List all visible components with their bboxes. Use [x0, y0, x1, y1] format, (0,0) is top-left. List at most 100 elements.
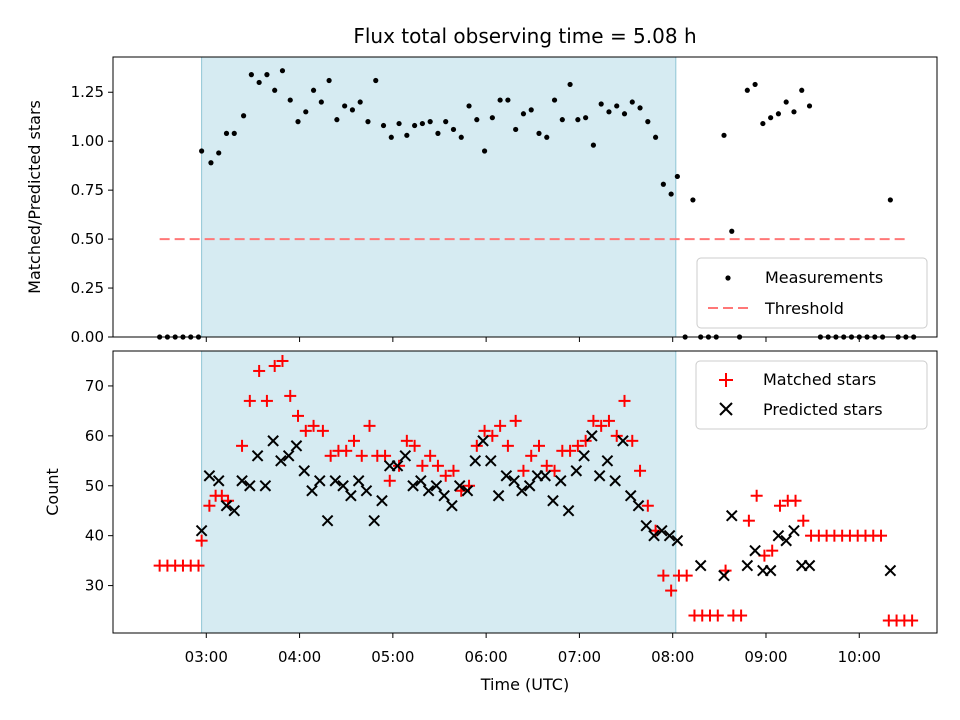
matched-star-point — [501, 439, 514, 452]
predicted-star-point — [337, 479, 349, 492]
measurement-point — [791, 109, 797, 115]
measurement-point — [272, 87, 278, 93]
measurement-point — [208, 160, 214, 166]
measurement-point — [752, 81, 758, 88]
matched-star-point — [195, 534, 208, 547]
measurement-point — [365, 119, 371, 125]
matched-star-point — [665, 584, 678, 597]
matched-star-point — [324, 449, 337, 462]
predicted-star-point — [632, 499, 645, 512]
matched-star-point — [610, 429, 623, 442]
measurement-point — [744, 87, 750, 93]
measurement-point — [310, 87, 317, 93]
measurement-point — [806, 103, 813, 109]
measurement-point — [590, 142, 597, 148]
measurement-point — [318, 99, 324, 105]
matched-star-point — [758, 549, 771, 562]
matched-star-point — [379, 449, 392, 462]
predicted-star-point — [718, 569, 730, 582]
legend-label-predicted: Predicted stars — [763, 400, 883, 419]
observing-span-bottom — [201, 350, 677, 634]
matched-star-point — [347, 434, 360, 447]
matched-star-point — [789, 494, 802, 507]
x-axis-title: Time (UTC) — [480, 675, 569, 694]
matched-star-point — [284, 389, 297, 402]
matched-star-point — [292, 409, 305, 422]
legend-marker-predicted — [719, 402, 733, 416]
matched-star-point — [875, 529, 888, 542]
bottom-x-tick-label: 09:00 — [744, 648, 787, 666]
predicted-star-point — [725, 509, 738, 522]
legend-label-measurements: Measurements — [765, 268, 883, 287]
measurement-point — [287, 97, 293, 103]
bottom-y-ticks: 30 40 50 60 70 — [85, 377, 113, 595]
matched-star-point — [525, 449, 538, 462]
matched-star-point — [470, 439, 483, 452]
predicted-star-point — [236, 474, 248, 487]
matched-star-point — [750, 489, 763, 502]
predicted-star-point — [780, 534, 792, 547]
measurement-point — [544, 134, 550, 140]
predicted-star-point — [586, 430, 598, 442]
predicted-star-point — [624, 489, 637, 502]
matched-star-point — [236, 439, 249, 452]
top-y-tick-label: 0.25 — [71, 279, 104, 297]
measurement-point — [466, 103, 472, 109]
bottom-x-tick-label: 08:00 — [651, 648, 694, 666]
matched-star-point — [548, 464, 561, 477]
top-y-axis-title: Matched/Predicted stars — [25, 100, 44, 294]
predicted-star-point — [500, 469, 513, 482]
predicted-star-point — [772, 529, 785, 542]
bottom-x-ticks: 03:00 04:00 05:00 06:00 07:00 08:00 09:00 10:00 — [185, 633, 881, 666]
measurement-point — [373, 77, 379, 84]
measurement-point — [380, 122, 387, 129]
predicted-star-point — [275, 454, 287, 467]
measurement-point — [216, 150, 222, 156]
measurement-point — [256, 79, 262, 86]
matched-star-point — [307, 419, 320, 432]
bottom-legend-box — [695, 360, 928, 430]
bottom-frame — [112, 350, 938, 634]
top-y-tick-label: 1.25 — [71, 83, 104, 101]
measurement-point — [443, 119, 449, 125]
measurement-point — [427, 119, 433, 125]
predicted-star-point — [477, 435, 489, 447]
predicted-star-point — [461, 484, 474, 497]
measurement-point — [435, 130, 441, 136]
bottom-x-tick-label: 06:00 — [465, 648, 508, 666]
measurement-point — [520, 111, 527, 117]
measurement-point — [760, 120, 766, 127]
measurement-point — [528, 107, 534, 113]
measurement-point — [887, 197, 893, 203]
matched-star-point — [742, 514, 755, 527]
measurement-point — [326, 77, 332, 84]
predicted-star-point — [492, 489, 505, 502]
bottom-y-tick-label: 70 — [85, 377, 104, 395]
matched-star-point — [626, 434, 639, 447]
matched-star-point — [431, 459, 444, 472]
measurement-point — [559, 117, 565, 123]
predicted-star-point — [656, 524, 668, 537]
predicted-star-point — [508, 474, 520, 487]
predicted-star-point — [438, 489, 450, 502]
matched-star-point — [641, 499, 654, 512]
matched-star-point — [439, 469, 452, 482]
predicted-star-point — [803, 559, 816, 572]
predicted-star-point — [764, 564, 777, 577]
predicted-star-point — [446, 499, 458, 512]
legend-label-threshold: Threshold — [764, 299, 844, 318]
matched-star-point — [215, 489, 228, 502]
matched-star-point — [408, 439, 421, 452]
matched-star-point — [316, 424, 329, 437]
observing-span-top — [201, 56, 677, 338]
bottom-panel: 30 40 50 60 70 03:00 04:00 05:00 06:00 07:00 08:0… — [43, 350, 938, 694]
predicted-star-point — [399, 450, 412, 462]
matched-star-point — [773, 499, 786, 512]
chart-title: Flux total observing time = 5.08 h — [353, 24, 696, 48]
measurement-point — [388, 134, 394, 140]
measurement-point — [598, 101, 604, 107]
matched-star-point — [192, 559, 205, 572]
predicted-star-point — [267, 435, 279, 447]
measurement-point — [614, 103, 620, 109]
matched-star-point — [424, 449, 437, 462]
